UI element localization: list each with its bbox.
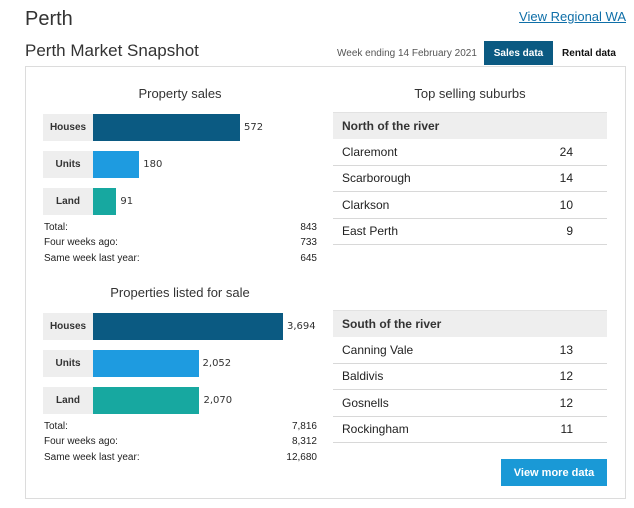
stat-value: 7,816 [291, 421, 317, 432]
listed-bar [93, 387, 200, 414]
stat-label: Total: [44, 421, 68, 432]
listed-bar-value: 2,070 [203, 395, 233, 406]
stat-label: Same week last year: [44, 452, 140, 463]
sales-bar-label: Units [43, 151, 93, 178]
listed-four-weeks-row: Four weeks ago: 8,312 [44, 436, 317, 447]
listed-bar-label: Land [43, 387, 93, 414]
stat-label: Four weeks ago: [44, 436, 118, 447]
sales-bar-value: 180 [143, 159, 163, 170]
suburb-name: Baldivis [342, 369, 384, 384]
sales-four-weeks-row: Four weeks ago: 733 [44, 237, 317, 248]
suburb-name: Gosnells [342, 395, 389, 410]
sales-last-year-row: Same week last year: 645 [44, 253, 317, 264]
listed-bar-label: Houses [43, 313, 93, 340]
stat-value: 843 [300, 222, 317, 233]
suburb-count: 12 [559, 395, 573, 410]
tab-rental-data[interactable]: Rental data [556, 41, 622, 65]
listed-for-sale-title: Properties listed for sale [110, 285, 250, 300]
listed-bar-label: Units [43, 350, 93, 377]
suburb-name: East Perth [342, 224, 399, 239]
view-more-data-button[interactable]: View more data [501, 459, 607, 486]
suburb-row: Claremont 24 [333, 139, 607, 166]
suburb-row: Baldivis 12 [333, 364, 607, 390]
suburb-row: Scarborough 14 [333, 166, 607, 192]
listed-last-year-row: Same week last year: 12,680 [44, 452, 317, 463]
suburb-name: Rockingham [342, 422, 409, 437]
stat-value: 12,680 [286, 452, 317, 463]
listed-bar-value: 2,052 [202, 358, 232, 369]
suburb-count: 24 [559, 144, 573, 159]
sales-bar-label: Land [43, 188, 93, 215]
south-suburbs-table: South of the river Canning Vale 13 Baldi… [333, 310, 607, 443]
sales-bar-value: 91 [120, 196, 134, 207]
stat-label: Four weeks ago: [44, 237, 118, 248]
stat-label: Total: [44, 222, 68, 233]
stat-value: 733 [300, 237, 317, 248]
sales-bar [93, 188, 117, 215]
south-heading: South of the river [333, 310, 607, 337]
top-suburbs-title: Top selling suburbs [414, 86, 526, 101]
suburb-name: Canning Vale [342, 342, 414, 357]
sales-total-row: Total: 843 [44, 222, 317, 233]
city-title: Perth [25, 8, 73, 30]
suburb-count: 10 [559, 197, 573, 212]
stat-label: Same week last year: [44, 253, 140, 264]
listed-bar [93, 313, 283, 340]
suburb-count: 14 [559, 171, 573, 186]
sales-bar [93, 151, 140, 178]
stat-value: 8,312 [291, 436, 317, 447]
suburb-name: Clarkson [342, 197, 390, 212]
property-sales-title: Property sales [138, 86, 222, 101]
suburb-row: Rockingham 11 [333, 417, 607, 443]
suburb-name: Claremont [342, 144, 398, 159]
listed-bar [93, 350, 199, 377]
suburb-count: 9 [566, 224, 573, 239]
week-ending-label: Week ending 14 February 2021 [337, 48, 477, 59]
suburb-name: Scarborough [342, 171, 411, 186]
suburb-count: 12 [559, 369, 573, 384]
north-suburbs-table: North of the river Claremont 24 Scarboro… [333, 112, 607, 245]
sales-bar [93, 114, 240, 141]
snapshot-title: Perth Market Snapshot [25, 41, 199, 60]
suburb-row: Canning Vale 13 [333, 337, 607, 364]
view-regional-link[interactable]: View Regional WA [519, 9, 626, 24]
north-heading: North of the river [333, 112, 607, 139]
stat-value: 645 [300, 253, 317, 264]
suburb-row: Gosnells 12 [333, 390, 607, 417]
suburb-row: Clarkson 10 [333, 192, 607, 219]
sales-bar-value: 572 [244, 122, 264, 133]
sales-bar-label: Houses [43, 114, 93, 141]
suburb-count: 11 [560, 422, 573, 437]
listed-bar-value: 3,694 [287, 321, 316, 332]
snapshot-panel [25, 66, 626, 499]
suburb-count: 13 [559, 342, 573, 357]
suburb-row: East Perth 9 [333, 219, 607, 245]
listed-total-row: Total: 7,816 [44, 421, 317, 432]
tab-sales-data[interactable]: Sales data [484, 41, 553, 65]
